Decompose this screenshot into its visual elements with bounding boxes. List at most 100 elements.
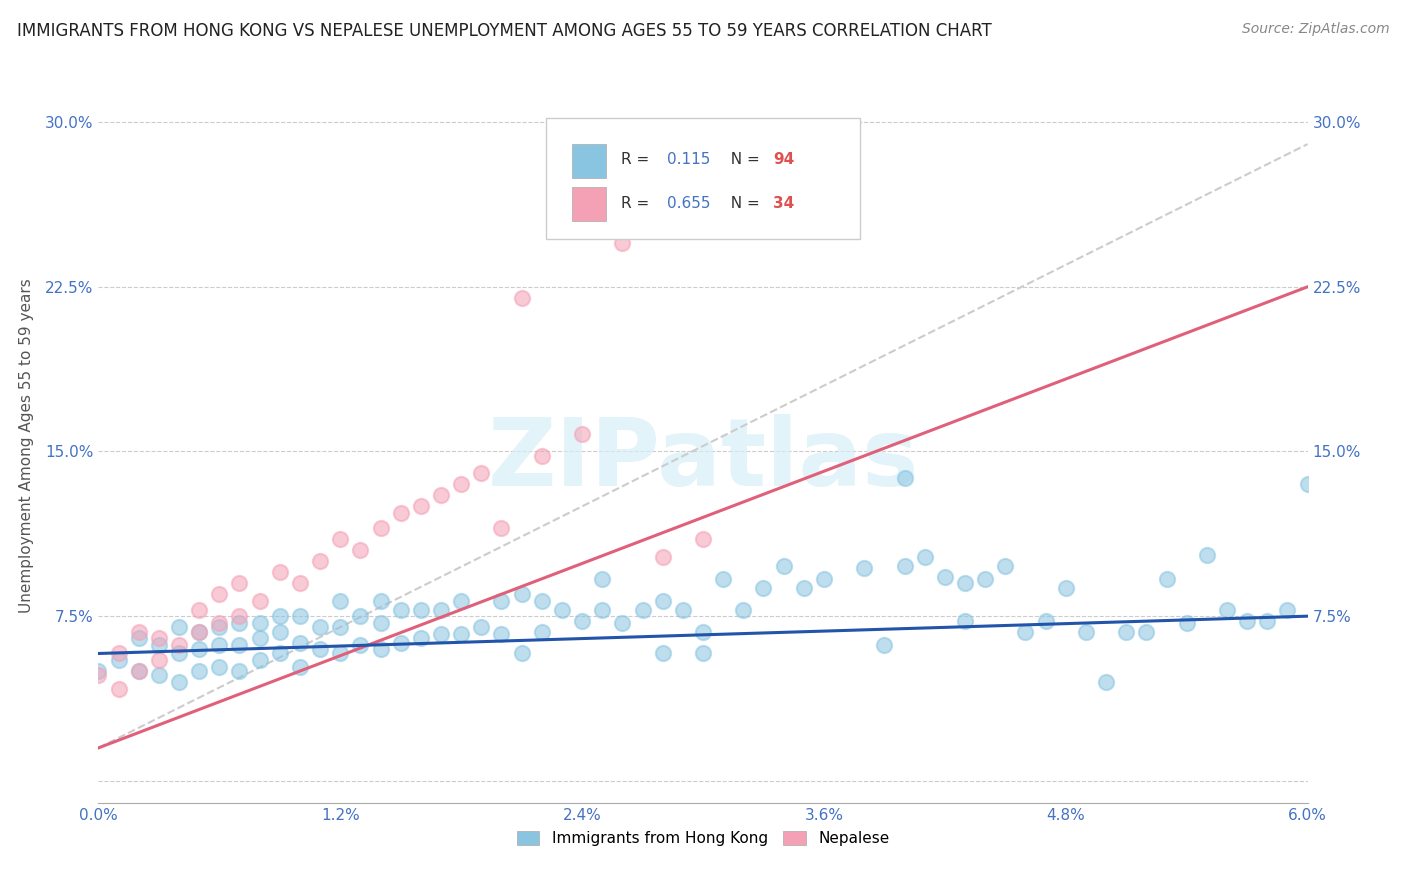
Text: N =: N = (721, 196, 765, 211)
Point (510, 587, 533, 601)
Point (934, 569, 956, 583)
Point (87, 668, 110, 682)
Point (370, 615, 392, 630)
Point (208, 615, 231, 630)
Point (409, 500, 432, 514)
Y-axis label: Unemployment Among Ages 55 to 59 years: Unemployment Among Ages 55 to 59 years (18, 278, 34, 614)
Point (430, 602, 453, 616)
Point (510, 291, 533, 305)
Point (1216, 602, 1239, 616)
Point (228, 638, 250, 652)
Point (470, 620, 492, 634)
Point (167, 638, 190, 652)
Point (167, 647, 190, 661)
Point (208, 638, 231, 652)
FancyBboxPatch shape (572, 187, 606, 221)
Point (1296, 477, 1319, 491)
Point (288, 576, 311, 591)
Point (188, 642, 211, 657)
Point (249, 594, 271, 608)
Point (1236, 614, 1258, 628)
Point (329, 533, 352, 547)
Point (188, 664, 211, 678)
Point (491, 626, 513, 640)
Point (370, 642, 392, 657)
Point (349, 609, 371, 624)
Point (389, 635, 412, 649)
Point (228, 615, 250, 630)
Point (208, 620, 231, 634)
Point (228, 576, 250, 591)
Point (651, 647, 673, 661)
Point (510, 647, 533, 661)
Point (470, 467, 492, 481)
Point (188, 624, 211, 639)
Point (591, 602, 613, 616)
Point (974, 572, 997, 586)
Point (631, 602, 654, 616)
Point (612, 235, 634, 250)
Point (994, 558, 1017, 573)
Point (953, 614, 976, 628)
Point (228, 664, 250, 678)
Point (793, 581, 815, 595)
Point (530, 624, 553, 639)
Point (591, 572, 613, 586)
Point (1277, 602, 1299, 616)
Point (1135, 624, 1157, 639)
Point (128, 664, 150, 678)
Text: Source: ZipAtlas.com: Source: ZipAtlas.com (1241, 22, 1389, 37)
Point (188, 602, 211, 616)
Point (409, 602, 432, 616)
Text: 34: 34 (773, 196, 794, 211)
Point (1054, 581, 1077, 595)
Point (450, 477, 472, 491)
Point (1175, 615, 1198, 630)
Point (288, 659, 311, 673)
Point (148, 631, 170, 645)
Point (571, 614, 593, 628)
Legend: Immigrants from Hong Kong, Nepalese: Immigrants from Hong Kong, Nepalese (510, 825, 896, 852)
Point (148, 653, 170, 667)
Point (733, 602, 755, 616)
Point (208, 587, 231, 601)
Point (329, 647, 352, 661)
Point (491, 594, 513, 608)
Point (752, 581, 775, 595)
Point (288, 609, 311, 624)
Point (651, 594, 673, 608)
Point (389, 506, 412, 520)
Point (309, 620, 332, 634)
Point (269, 609, 291, 624)
Point (107, 653, 129, 667)
Point (873, 638, 896, 652)
Point (249, 653, 271, 667)
Point (148, 668, 170, 682)
Point (450, 594, 472, 608)
Point (772, 558, 794, 573)
Point (349, 543, 371, 558)
Text: 0.115: 0.115 (666, 152, 710, 167)
Point (1256, 614, 1278, 628)
Point (167, 675, 190, 690)
Point (1095, 675, 1118, 690)
Point (1195, 548, 1218, 562)
Point (329, 620, 352, 634)
Point (612, 615, 634, 630)
Point (128, 664, 150, 678)
Text: R =: R = (621, 196, 654, 211)
Point (188, 624, 211, 639)
Point (711, 572, 734, 586)
Point (853, 561, 876, 575)
Text: R =: R = (621, 152, 654, 167)
Point (349, 638, 371, 652)
Point (430, 488, 453, 502)
FancyBboxPatch shape (546, 118, 860, 239)
Point (249, 615, 271, 630)
Point (914, 549, 936, 564)
Point (692, 647, 714, 661)
Point (692, 624, 714, 639)
Point (309, 554, 332, 568)
Point (752, 126, 775, 140)
Text: N =: N = (721, 152, 765, 167)
